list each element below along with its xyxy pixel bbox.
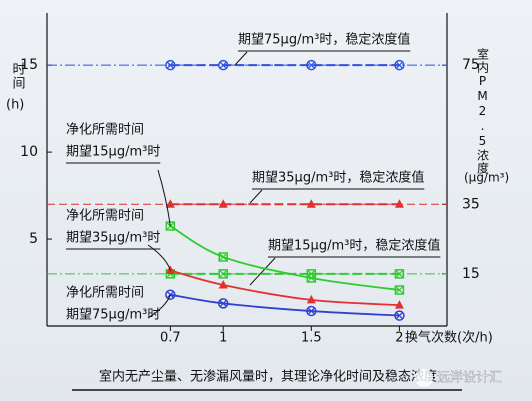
- series-name: 期望35μg/m³时: [66, 230, 160, 246]
- series-line: [169, 225, 400, 291]
- x-tick-label: 1.5: [301, 331, 322, 346]
- leader-line: [249, 189, 263, 204]
- leader-line: [147, 294, 171, 319]
- marker-cross: [395, 270, 403, 278]
- data-point: [306, 294, 316, 304]
- x-tick-label: 2: [395, 331, 403, 346]
- y2-tick-label: 35: [462, 196, 480, 212]
- marker-cross: [219, 61, 227, 69]
- marker-cross: [166, 61, 174, 69]
- marker-cross: [219, 270, 227, 278]
- series-line: [170, 293, 400, 317]
- caption: 室内无产尘量、无渗漏风量时，其理论净化时间及稳态浓度: [99, 369, 437, 385]
- marker-cross: [166, 222, 174, 230]
- data-point: [217, 298, 229, 309]
- marker-cross: [307, 61, 315, 69]
- data-point: [165, 289, 176, 300]
- leader-line: [147, 244, 171, 271]
- series-caption: 净化所需时间: [66, 286, 144, 301]
- x-tick-label: 1: [219, 331, 227, 346]
- reference-label: 期望15μg/m³时，稳定浓度值: [268, 238, 440, 254]
- data-point: [218, 279, 228, 289]
- data-point: [394, 310, 405, 321]
- reference-marker: [394, 59, 405, 71]
- leader-line: [234, 51, 248, 66]
- series-name: 期望15μg/m³时: [66, 144, 160, 160]
- leader-line: [157, 169, 171, 227]
- data-point: [306, 273, 317, 283]
- y-tick-label: 10: [20, 144, 38, 160]
- reference-label: 期望35μg/m³时，稳定浓度值: [252, 170, 424, 186]
- y2-axis-label: 室内PM2.5浓度: [476, 47, 490, 175]
- reference-marker: [165, 59, 176, 71]
- watermark: 远洋设计汇: [437, 371, 502, 386]
- reference-marker: [306, 199, 316, 208]
- marker-cross: [307, 307, 315, 315]
- x-tick-label: 0.7: [160, 331, 181, 346]
- series-line: [170, 269, 400, 307]
- data-point: [306, 305, 317, 317]
- y2-tick-label: 15: [462, 266, 480, 282]
- data-point: [394, 300, 404, 309]
- reference-label: 期望75μg/m³时，稳定浓度值: [238, 32, 410, 48]
- y-axis-label: 时间: [10, 62, 25, 90]
- y-tick-label: 15: [20, 57, 38, 73]
- reference-marker: [394, 199, 404, 208]
- reference-marker: [217, 59, 229, 71]
- marker-cross: [307, 274, 315, 282]
- series-caption: 净化所需时间: [66, 123, 144, 138]
- data-point: [218, 252, 228, 262]
- y2-axis-unit: (μg/m³): [464, 171, 509, 185]
- marker-cross: [395, 286, 403, 294]
- reference-marker: [165, 199, 175, 208]
- marker-cross: [219, 299, 227, 307]
- y-tick-label: 5: [29, 231, 38, 247]
- x-axis-label: 换气次数(次/h): [405, 330, 493, 346]
- series-name: 期望75μg/m³时: [66, 307, 160, 323]
- reference-marker: [218, 269, 228, 279]
- marker-cross: [395, 61, 403, 69]
- reference-marker: [306, 59, 317, 71]
- data-point: [394, 285, 405, 295]
- reference-marker: [218, 199, 228, 208]
- marker-cross: [219, 253, 227, 261]
- y2-tick-label: 75: [462, 57, 480, 73]
- reference-marker: [394, 269, 405, 279]
- marker-cross: [395, 312, 403, 319]
- series-caption: 净化所需时间: [66, 209, 144, 224]
- y-axis-unit: (h): [6, 98, 24, 113]
- leader-line: [249, 257, 276, 286]
- watermark-icon: [415, 369, 433, 387]
- data-point: [165, 221, 176, 231]
